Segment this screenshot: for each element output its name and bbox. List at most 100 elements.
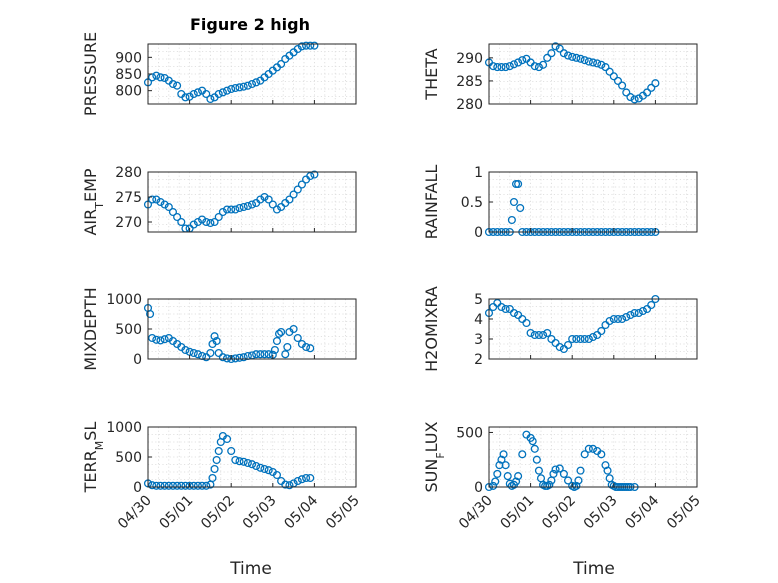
data-point: [638, 306, 647, 316]
data-point: [252, 350, 261, 359]
y-axis-label: RAINFALL: [422, 165, 441, 240]
x-tick-label: 05/05: [664, 493, 704, 533]
data-point: [503, 472, 512, 481]
data-point: [268, 200, 277, 209]
data-point: [297, 180, 306, 189]
data-point: [568, 334, 577, 344]
data-point: [605, 474, 614, 483]
data-point: [189, 481, 198, 490]
data-point: [302, 473, 311, 483]
y-tick-label: 900: [115, 50, 142, 66]
data-point: [274, 329, 284, 338]
data-point: [543, 328, 552, 338]
data-point: [622, 312, 631, 322]
data-point: [227, 84, 236, 94]
subplot-theta: 280 285 290 THETA: [422, 42, 698, 113]
x-tick-label: 05/04: [281, 492, 321, 532]
data-point: [177, 217, 186, 227]
data-point: [297, 475, 306, 484]
subplot-rainfall: 0 0.5 1 RAINFALL: [422, 165, 698, 241]
data-point: [555, 44, 564, 53]
data-point: [272, 336, 282, 346]
data-point: [555, 464, 564, 473]
data-point: [260, 350, 269, 359]
data-point: [227, 205, 236, 214]
data-point: [568, 52, 577, 61]
data-point: [593, 330, 602, 340]
data-point: [626, 93, 635, 102]
data-point: [173, 212, 182, 222]
data-point: [202, 481, 211, 490]
data-point: [647, 300, 656, 310]
y-tick-label: 1000: [106, 420, 142, 436]
data-point: [534, 330, 543, 340]
data-point: [260, 464, 269, 474]
data-point: [491, 477, 500, 486]
y-tick-label: 0: [474, 225, 483, 241]
data-point: [231, 354, 240, 363]
data-point: [306, 41, 315, 50]
data-point: [222, 354, 232, 363]
data-point: [277, 327, 286, 337]
data-point: [597, 326, 606, 336]
data-point: [231, 455, 240, 465]
data-point: [202, 353, 211, 362]
data-point: [202, 217, 211, 227]
data-point: [235, 457, 244, 466]
data-point: [168, 79, 178, 89]
data-point: [514, 58, 523, 67]
data-point: [559, 469, 568, 478]
subplot-mixdepth: 0 500 1000 MIXDEPTH: [81, 287, 357, 371]
y-axis-label: AIRTEMP: [81, 168, 106, 235]
data-point: [289, 324, 298, 334]
data-point: [212, 455, 221, 465]
data-point: [239, 353, 248, 362]
data-point: [302, 342, 311, 352]
data-point: [206, 218, 215, 228]
data-point: [563, 340, 573, 350]
data-point: [260, 192, 269, 202]
data-point: [148, 481, 157, 490]
x-tick-label: 05/03: [581, 493, 621, 533]
y-axis-label: THETA: [422, 48, 441, 100]
y-axis-label: H2OMIXRA: [422, 286, 441, 372]
data-point: [630, 308, 639, 318]
data-point: [516, 203, 525, 213]
data-point: [528, 437, 537, 446]
data-point: [148, 73, 157, 82]
data-point: [489, 481, 498, 490]
axes-box: [488, 426, 698, 488]
data-point: [532, 455, 541, 464]
data-point: [539, 60, 548, 69]
data-point: [493, 469, 502, 478]
data-point: [643, 304, 652, 314]
y-tick-label: 1: [474, 165, 483, 181]
data-point: [181, 93, 190, 102]
data-point: [277, 59, 286, 69]
data-point: [243, 458, 252, 468]
data-point: [264, 350, 273, 359]
data-point: [210, 217, 219, 227]
data-point: [514, 310, 523, 320]
data-point: [505, 304, 514, 314]
data-point: [214, 348, 223, 358]
data-point: [576, 334, 585, 344]
data-point: [630, 95, 639, 104]
data-point: [222, 205, 232, 214]
y-tick-label: 5: [474, 292, 483, 308]
data-point: [580, 334, 589, 344]
data-point: [252, 78, 261, 87]
data-point: [210, 464, 219, 474]
data-point: [222, 434, 232, 444]
y-tick-label: 500: [456, 425, 483, 441]
data-point: [218, 207, 227, 217]
data-point: [164, 202, 173, 212]
data-point: [534, 466, 543, 475]
data-point: [551, 42, 560, 51]
data-point: [272, 205, 282, 214]
data-point: [584, 444, 593, 453]
data-point: [202, 89, 211, 99]
data-point: [613, 314, 623, 324]
data-point: [526, 328, 535, 338]
